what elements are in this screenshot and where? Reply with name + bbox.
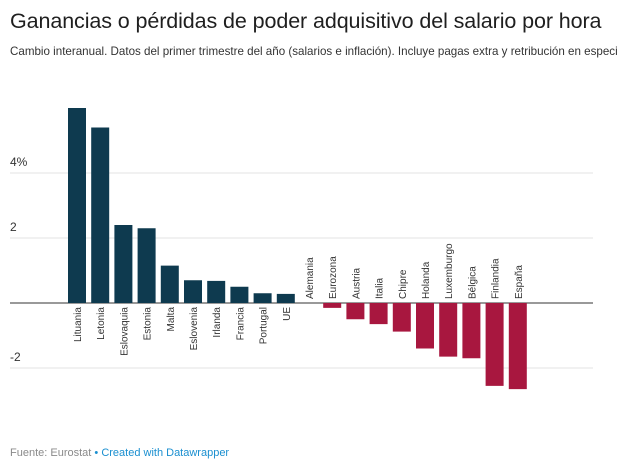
category-label: Eslovaquia [119, 307, 130, 356]
category-label: Eslovenia [189, 307, 200, 351]
category-label: Austria [351, 267, 362, 299]
category-label: Luxemburgo [444, 243, 455, 299]
bar-malta [160, 265, 179, 303]
chart-title: Ganancias o pérdidas de poder adquisitiv… [10, 9, 602, 33]
bars [68, 108, 527, 390]
category-label: Eurozona [328, 256, 339, 299]
footer-separator: • [94, 447, 99, 459]
bar-finlandia [485, 303, 504, 386]
bar-eurozona [323, 303, 342, 308]
category-label: Portugal [259, 307, 270, 344]
y-tick-label: 4% [10, 155, 28, 169]
bar-eslovaquia [114, 225, 133, 303]
bar-austria [346, 303, 365, 320]
category-label: Holanda [421, 261, 432, 299]
category-label: Letonia [96, 307, 107, 340]
category-label: España [514, 265, 525, 299]
bar-irlanda [207, 280, 226, 303]
bar-bélgica [462, 303, 481, 359]
category-label: Alemania [305, 257, 316, 299]
bar-chart: Lituania Letonia Eslovaquia Estonia Malta Esl… [10, 108, 593, 390]
bar-españa [508, 303, 527, 390]
bar-portugal [253, 293, 272, 303]
y-tick-labels: 4% 2 -2 [10, 155, 28, 364]
category-label: Finlandia [491, 258, 502, 299]
category-label: Estonia [143, 307, 154, 341]
bar-holanda [416, 303, 434, 349]
category-label: UE [282, 307, 293, 321]
bar-ue [276, 293, 295, 303]
bar-luxemburgo [439, 303, 458, 357]
y-tick-label: 2 [10, 220, 17, 234]
chart-footer: Fuente: Eurostat • Created with Datawrap… [10, 447, 229, 459]
bar-letonia [91, 127, 110, 303]
category-label: Francia [235, 307, 246, 341]
y-tick-label: -2 [10, 350, 21, 364]
chart-subtitle: Cambio interanual. Datos del primer trim… [10, 45, 618, 58]
bar-chipre [392, 303, 411, 332]
category-label: Italia [375, 277, 386, 299]
category-label: Malta [166, 307, 177, 332]
bar-lituania [68, 108, 86, 303]
category-labels: Lituania Letonia Eslovaquia Estonia Malta Esl… [73, 243, 525, 356]
bar-italia [369, 303, 388, 325]
bar-francia [230, 286, 249, 303]
datawrapper-credit-link[interactable]: Created with Datawrapper [101, 447, 230, 459]
category-label: Irlanda [212, 307, 223, 338]
bar-eslovenia [184, 280, 202, 303]
category-label: Bélgica [467, 266, 478, 299]
category-label: Lituania [73, 307, 84, 342]
category-label: Chipre [398, 269, 409, 299]
source-label: Fuente: Eurostat [10, 447, 92, 459]
bar-estonia [137, 228, 156, 303]
